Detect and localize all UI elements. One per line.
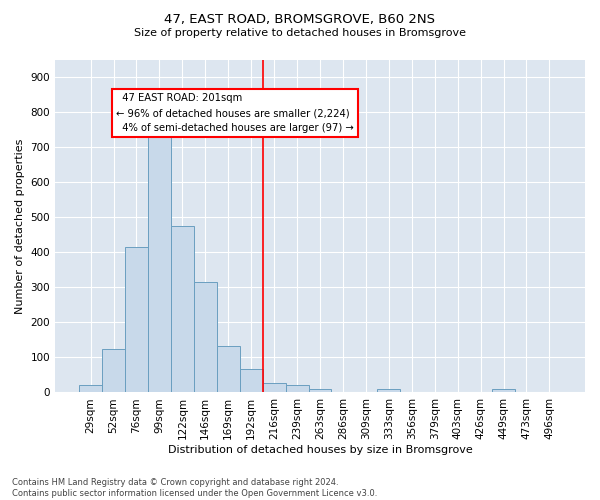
Text: 47 EAST ROAD: 201sqm
← 96% of detached houses are smaller (2,224)
  4% of semi-d: 47 EAST ROAD: 201sqm ← 96% of detached h… (116, 93, 353, 133)
Bar (263, 382, 286, 392)
Bar (148, 137, 171, 392)
Bar (492, 389, 515, 392)
Y-axis label: Number of detached properties: Number of detached properties (15, 138, 25, 314)
Bar (125, 247, 148, 392)
Bar (79, 386, 102, 392)
Text: 47, EAST ROAD, BROMSGROVE, B60 2NS: 47, EAST ROAD, BROMSGROVE, B60 2NS (164, 12, 436, 26)
Bar (194, 282, 217, 393)
X-axis label: Distribution of detached houses by size in Bromsgrove: Distribution of detached houses by size … (167, 445, 472, 455)
Bar (171, 226, 194, 392)
Bar (102, 348, 125, 393)
Bar (286, 385, 308, 392)
Bar (308, 389, 331, 392)
Bar (377, 389, 400, 392)
Text: Contains HM Land Registry data © Crown copyright and database right 2024.
Contai: Contains HM Land Registry data © Crown c… (12, 478, 377, 498)
Bar (217, 346, 240, 393)
Bar (240, 369, 263, 392)
Text: Size of property relative to detached houses in Bromsgrove: Size of property relative to detached ho… (134, 28, 466, 38)
